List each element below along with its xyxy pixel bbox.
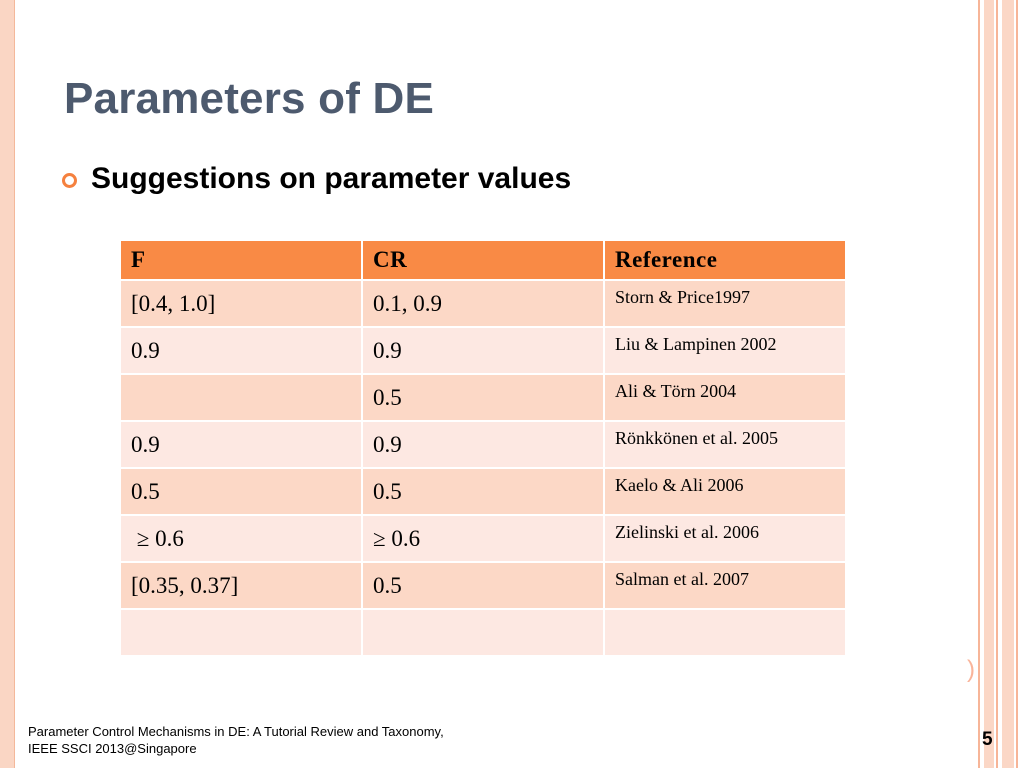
- right-stripe: [996, 0, 998, 768]
- cell-cr: 0.1, 0.9: [363, 281, 603, 326]
- table-row: 0.9 0.9 Liu & Lampinen 2002: [121, 328, 845, 373]
- table-header-row: F CR Reference: [121, 241, 845, 279]
- left-border-stripe: [0, 0, 15, 768]
- cell-cr: 0.9: [363, 422, 603, 467]
- cell-reference: [605, 610, 845, 655]
- table-row: [0.35, 0.37] 0.5 Salman et al. 2007: [121, 563, 845, 608]
- cell-cr: 0.5: [363, 469, 603, 514]
- footer-citation: Parameter Control Mechanisms in DE: A Tu…: [28, 723, 444, 757]
- header-cr: CR: [363, 241, 603, 279]
- cell-reference: Zielinski et al. 2006: [605, 516, 845, 561]
- table-row: [121, 610, 845, 655]
- footer-line-1: Parameter Control Mechanisms in DE: A Tu…: [28, 724, 444, 739]
- cell-f: ≥ 0.6: [121, 516, 361, 561]
- cell-reference: Liu & Lampinen 2002: [605, 328, 845, 373]
- cell-f: 0.9: [121, 422, 361, 467]
- cell-reference: Salman et al. 2007: [605, 563, 845, 608]
- cell-cr: 0.5: [363, 563, 603, 608]
- cell-cr: 0.9: [363, 328, 603, 373]
- cell-cr: ≥ 0.6: [363, 516, 603, 561]
- cell-cr: 0.5: [363, 375, 603, 420]
- table-row: 0.5 Ali & Törn 2004: [121, 375, 845, 420]
- right-border-stripes: [978, 0, 1024, 768]
- header-reference: Reference: [605, 241, 845, 279]
- table-row: 0.5 0.5 Kaelo & Ali 2006: [121, 469, 845, 514]
- header-f: F: [121, 241, 361, 279]
- cell-f: [121, 375, 361, 420]
- cell-f: 0.9: [121, 328, 361, 373]
- cell-cr: [363, 610, 603, 655]
- right-stripe: [984, 0, 994, 768]
- cell-f: [0.4, 1.0]: [121, 281, 361, 326]
- cell-f: [121, 610, 361, 655]
- right-stripe: [1002, 0, 1014, 768]
- circle-bullet-icon: [62, 172, 77, 188]
- bullet-item: Suggestions on parameter values: [62, 162, 571, 196]
- cell-reference: Kaelo & Ali 2006: [605, 469, 845, 514]
- cell-reference: Ali & Törn 2004: [605, 375, 845, 420]
- cell-f: 0.5: [121, 469, 361, 514]
- table-row: 0.9 0.9 Rönkkönen et al. 2005: [121, 422, 845, 467]
- bullet-text: Suggestions on parameter values: [91, 162, 572, 195]
- right-stripe: [978, 0, 980, 768]
- parameter-table: F CR Reference [0.4, 1.0] 0.1, 0.9 Storn…: [119, 239, 847, 657]
- table-row: ≥ 0.6 ≥ 0.6 Zielinski et al. 2006: [121, 516, 845, 561]
- footer-line-2: IEEE SSCI 2013@Singapore: [28, 741, 197, 756]
- right-stripe: [1016, 0, 1018, 768]
- cell-reference: Storn & Price1997: [605, 281, 845, 326]
- page-number: 5: [982, 729, 993, 750]
- slide-title: Parameters of DE: [64, 74, 435, 123]
- cell-f: [0.35, 0.37]: [121, 563, 361, 608]
- table-row: [0.4, 1.0] 0.1, 0.9 Storn & Price1997: [121, 281, 845, 326]
- cell-reference: Rönkkönen et al. 2005: [605, 422, 845, 467]
- stray-parenthesis-mark: ): [967, 656, 975, 683]
